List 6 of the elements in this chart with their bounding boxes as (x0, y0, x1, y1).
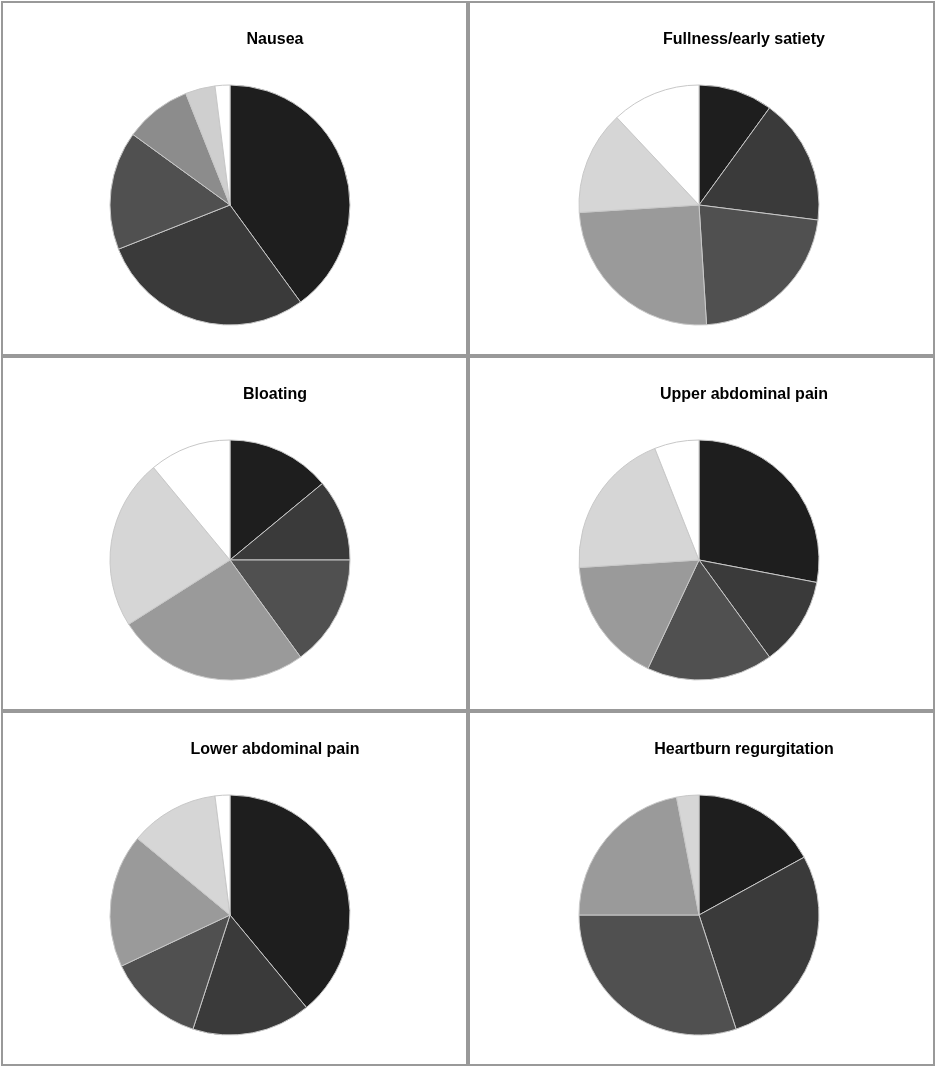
chart-title: Lower abdominal pain (190, 740, 360, 757)
chart-title: Heartburn regurgitation (654, 740, 834, 757)
chart-title: Fullness/early satiety (663, 30, 826, 47)
chart-title: Bloating (243, 385, 307, 402)
chart-title: Nausea (246, 30, 304, 47)
chart-title: Upper abdominal pain (659, 385, 829, 402)
